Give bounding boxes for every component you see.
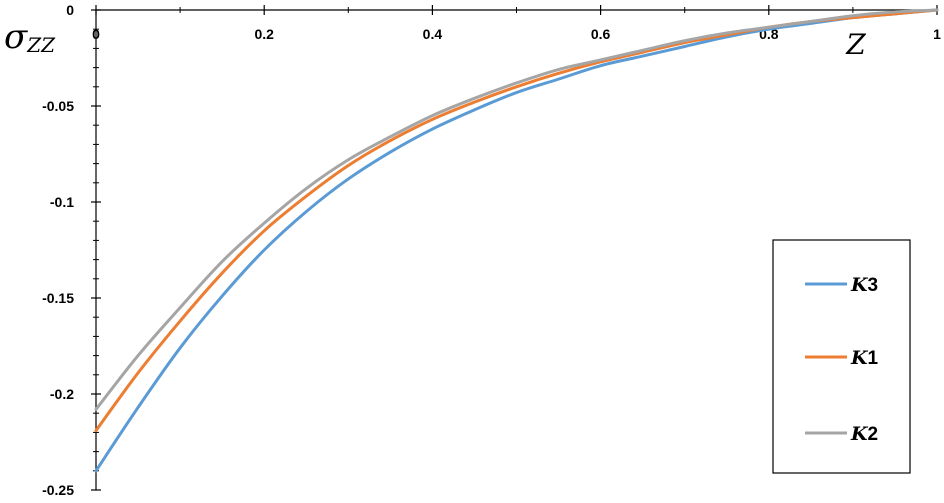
x-tick-label: 0.2	[254, 26, 274, 42]
x-axis-title: Z	[845, 28, 866, 61]
y-tick-label: 0	[66, 2, 74, 18]
series-line-k2	[94, 8, 939, 411]
legend-label-suffix: 1	[868, 348, 879, 369]
y-axis-title-main: σ	[4, 17, 28, 57]
y-tick-label: -0.1	[50, 194, 74, 210]
legend-label-k1: K1	[850, 347, 879, 369]
legend-label-main: K	[850, 274, 869, 296]
y-axis-title-subscript: ZZ	[26, 33, 56, 57]
x-tick-label: 0.6	[591, 26, 611, 42]
legend-label-main: K	[850, 423, 869, 445]
series-lines	[94, 8, 939, 473]
y-tick-label: -0.05	[42, 98, 74, 114]
legend-label-suffix: 3	[868, 275, 879, 296]
y-tick-label: -0.2	[50, 386, 74, 402]
y-axis-title: σZZ	[4, 17, 56, 57]
series-line-k3	[94, 8, 939, 473]
y-tick-label: -0.25	[42, 482, 74, 498]
x-tick-label: 1	[933, 26, 941, 42]
y-tick-label: -0.15	[42, 290, 74, 306]
legend-label-main: K	[850, 347, 869, 369]
legend-label-suffix: 2	[868, 424, 879, 445]
y-axis-ticks: 0 -0.05 -0.1 -0.15 -0.2 -0.25	[42, 2, 101, 498]
legend-label-k3: K3	[850, 274, 878, 296]
x-tick-label: 0.4	[423, 26, 443, 42]
legend-label-k2: K2	[850, 423, 878, 445]
